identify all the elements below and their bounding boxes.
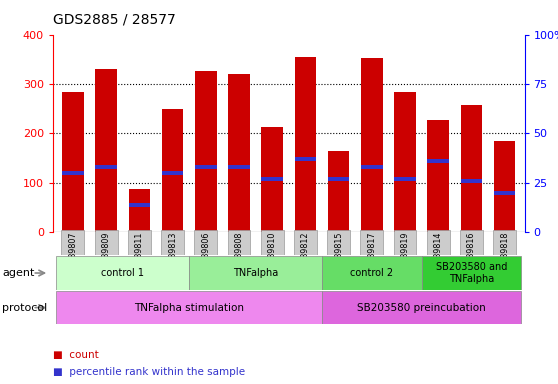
Bar — [189, 256, 322, 290]
Bar — [361, 165, 383, 169]
Text: protocol: protocol — [2, 303, 47, 313]
Bar — [261, 127, 283, 232]
Text: GSM189809: GSM189809 — [102, 232, 110, 280]
Bar — [322, 256, 422, 290]
Bar — [56, 256, 189, 290]
Bar — [128, 203, 150, 207]
Bar — [322, 291, 521, 324]
Text: TNFalpha stimulation: TNFalpha stimulation — [134, 303, 244, 313]
Bar — [194, 230, 217, 255]
Bar — [95, 230, 118, 255]
Bar — [460, 179, 482, 183]
Text: agent: agent — [2, 268, 35, 278]
Bar — [494, 141, 516, 232]
Bar — [460, 105, 482, 232]
Bar — [460, 230, 483, 255]
Bar — [422, 256, 521, 290]
Bar — [328, 177, 349, 181]
Bar — [228, 74, 250, 232]
Bar — [62, 93, 84, 232]
Text: GSM189815: GSM189815 — [334, 232, 343, 280]
Bar — [261, 230, 283, 255]
Text: GDS2885 / 28577: GDS2885 / 28577 — [53, 13, 176, 27]
Text: GSM189819: GSM189819 — [401, 232, 410, 280]
Text: GSM189817: GSM189817 — [367, 232, 376, 280]
Bar — [393, 230, 416, 255]
Bar — [61, 230, 84, 255]
Text: GSM189808: GSM189808 — [234, 232, 243, 280]
Text: GSM189818: GSM189818 — [500, 232, 509, 280]
Bar — [195, 71, 217, 232]
Bar — [394, 177, 416, 181]
Text: ■  percentile rank within the sample: ■ percentile rank within the sample — [53, 367, 245, 377]
Bar — [162, 109, 184, 232]
Bar — [161, 230, 184, 255]
Bar — [228, 165, 250, 169]
Text: GSM189807: GSM189807 — [69, 232, 78, 280]
Bar — [427, 119, 449, 232]
Text: control 2: control 2 — [350, 268, 393, 278]
Text: GSM189806: GSM189806 — [201, 232, 210, 280]
Bar — [162, 171, 184, 175]
Bar — [228, 230, 251, 255]
Bar — [360, 230, 383, 255]
Bar — [327, 230, 350, 255]
Bar — [56, 291, 322, 324]
Text: GSM189811: GSM189811 — [135, 232, 144, 280]
Bar — [128, 230, 151, 255]
Text: GSM189812: GSM189812 — [301, 232, 310, 280]
Bar — [195, 165, 217, 169]
Bar — [427, 230, 450, 255]
Text: GSM189814: GSM189814 — [434, 232, 442, 280]
Bar — [493, 230, 516, 255]
Text: GSM189813: GSM189813 — [168, 232, 177, 280]
Text: SB203580 preincubation: SB203580 preincubation — [357, 303, 486, 313]
Bar — [95, 69, 117, 232]
Text: control 1: control 1 — [101, 268, 144, 278]
Text: ■  count: ■ count — [53, 350, 99, 360]
Bar — [328, 151, 349, 232]
Bar — [295, 57, 316, 232]
Bar — [361, 58, 383, 232]
Bar — [427, 159, 449, 163]
Text: TNFalpha: TNFalpha — [233, 268, 278, 278]
Bar — [295, 157, 316, 161]
Bar — [494, 191, 516, 195]
Bar — [128, 189, 150, 232]
Bar — [294, 230, 317, 255]
Text: GSM189816: GSM189816 — [467, 232, 476, 280]
Text: SB203580 and
TNFalpha: SB203580 and TNFalpha — [436, 262, 507, 284]
Bar — [261, 177, 283, 181]
Bar — [394, 93, 416, 232]
Text: GSM189810: GSM189810 — [268, 232, 277, 280]
Bar — [62, 171, 84, 175]
Bar — [95, 165, 117, 169]
